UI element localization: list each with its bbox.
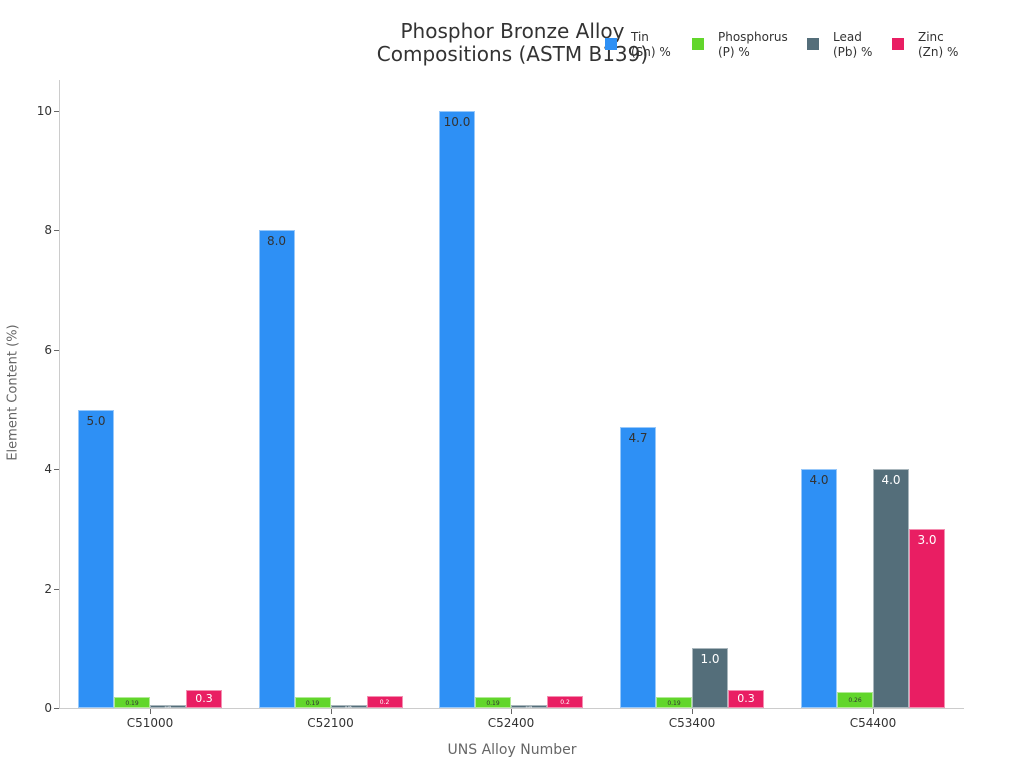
y-tick-label: 4 <box>44 462 52 477</box>
y-tick-label: 6 <box>44 342 52 357</box>
bar-value-label: 0.19 <box>486 699 500 707</box>
bar-value-label: 0.26 <box>848 697 862 705</box>
x-tick-label: C51000 <box>126 716 174 730</box>
bar-value-label: 3.0 <box>917 532 937 547</box>
legend-item[interactable]: Phosphorus (P) % <box>692 30 788 60</box>
bar[interactable]: 4.7 <box>620 427 656 708</box>
bar[interactable]: 0.19 <box>475 696 511 708</box>
bar-value-label: 0.3 <box>195 692 213 706</box>
bar[interactable]: 0.19 <box>114 696 150 708</box>
chart-title-line-1: Phosphor Bronze Alloy <box>400 19 625 43</box>
bar[interactable]: 0.05 <box>511 705 547 709</box>
bar-value-label: 8.0 <box>266 234 287 249</box>
x-tick-label: C52400 <box>487 716 535 730</box>
legend-label: Tin (Sn) % <box>631 30 671 59</box>
legend-swatch <box>692 38 704 50</box>
bar-value-label: 10.0 <box>443 115 471 129</box>
y-tick-label: 0 <box>44 701 52 715</box>
y-axis-line <box>59 80 60 709</box>
x-axis-label: UNS Alloy Number <box>447 742 577 758</box>
bar[interactable]: 0.3 <box>186 690 222 708</box>
y-tick-label: 8 <box>44 223 52 238</box>
y-tick-mark <box>54 111 59 112</box>
bar-value-label: 0.3 <box>737 692 755 706</box>
bar-value-label: 1.0 <box>700 652 720 667</box>
x-tick-mark <box>330 709 332 714</box>
legend-label: Zinc (Zn) % <box>918 30 959 59</box>
bar-value-label: 4.0 <box>809 473 829 488</box>
legend-label: Lead (Pb) % <box>833 30 873 59</box>
bar-value-label: 0.05 <box>164 705 172 709</box>
y-tick-mark <box>54 349 59 351</box>
legend-swatch <box>892 38 904 50</box>
y-tick-label: 10 <box>36 104 52 118</box>
bar[interactable]: 0.05 <box>150 705 186 709</box>
x-tick-mark <box>511 709 512 714</box>
bar[interactable]: 0.19 <box>656 696 692 708</box>
bar[interactable]: 5.0 <box>78 409 114 708</box>
y-tick-mark <box>54 469 59 471</box>
bar-value-label: 0.19 <box>305 699 320 707</box>
bar[interactable]: 3.0 <box>909 528 945 708</box>
y-tick-mark <box>54 708 59 709</box>
bar[interactable]: 4.0 <box>873 469 909 708</box>
legend-item[interactable]: Zinc (Zn) % <box>892 30 988 60</box>
bar[interactable]: 0.3 <box>728 690 764 708</box>
legend-label: Phosphorus (P) % <box>718 30 788 59</box>
bar-value-label: 4.0 <box>881 473 901 488</box>
bar-value-label: 0.05 <box>345 705 352 709</box>
bar-value-label: 5.0 <box>86 413 106 428</box>
legend-item[interactable]: Tin (Sn) % <box>605 30 701 60</box>
bar-value-label: 0.2 <box>379 699 390 707</box>
x-tick-label: C53400 <box>668 716 716 730</box>
x-axis-line <box>59 708 964 709</box>
legend-swatch <box>605 38 617 50</box>
x-tick-label: C54400 <box>849 716 897 730</box>
bar-value-label: 0.19 <box>125 699 139 707</box>
bar[interactable]: 4.0 <box>801 469 837 708</box>
legend-item[interactable]: Lead (Pb) % <box>807 30 903 60</box>
y-tick-mark <box>54 230 59 232</box>
bar[interactable]: 0.2 <box>366 696 403 708</box>
legend-swatch <box>807 38 819 50</box>
bar[interactable]: 0.2 <box>547 696 583 708</box>
y-axis-label: Element Content (%) <box>5 324 21 461</box>
bar[interactable]: 1.0 <box>692 648 728 708</box>
chart-title: Phosphor Bronze Alloy Compositions (ASTM… <box>340 20 685 66</box>
bar-value-label: 0.19 <box>667 699 681 707</box>
bar[interactable]: 0.05 <box>330 705 367 709</box>
bar[interactable]: 8.0 <box>258 230 295 708</box>
x-tick-mark <box>150 709 151 714</box>
x-tick-mark <box>692 709 693 714</box>
y-tick-label: 2 <box>44 581 52 596</box>
bar[interactable]: 0.26 <box>837 692 873 708</box>
x-tick-label: C52100 <box>307 716 354 730</box>
bar[interactable]: 0.19 <box>294 696 331 708</box>
bar-value-label: 4.7 <box>628 431 648 446</box>
bar-value-label: 0.2 <box>560 699 570 707</box>
bar-value-label: 0.05 <box>525 705 533 709</box>
y-tick-mark <box>54 588 59 590</box>
bar[interactable]: 10.0 <box>439 111 475 708</box>
chart-title-line-2: Compositions (ASTM B139) <box>376 42 649 66</box>
x-tick-mark <box>873 709 874 714</box>
